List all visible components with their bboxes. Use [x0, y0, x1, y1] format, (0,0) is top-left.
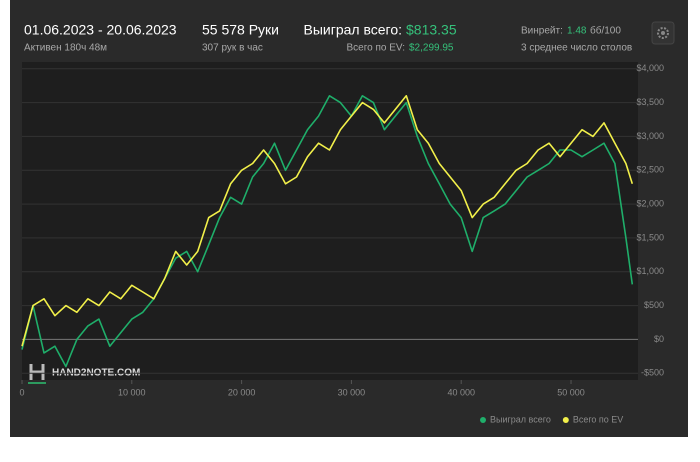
- legend-label: Всего по EV: [573, 414, 623, 424]
- active-time: Активен 180ч 48м: [24, 43, 107, 54]
- period: 01.06.2023 - 20.06.2023: [24, 22, 177, 38]
- watermark-logo: [28, 364, 46, 384]
- y-tick-label: $500: [644, 300, 664, 310]
- winrate-label: Винрейт:: [521, 26, 563, 37]
- hands: 55 578 Руки: [202, 22, 279, 38]
- won-value: $813.35: [406, 22, 457, 38]
- y-tick-label: $1,000: [636, 266, 664, 276]
- legend-marker: [562, 417, 569, 423]
- y-tick-label: $4,000: [636, 63, 664, 73]
- y-tick-label: $2,500: [636, 165, 664, 175]
- y-tick-label: $3,000: [636, 131, 664, 141]
- y-tick-label: $2,000: [636, 198, 664, 208]
- winrate-value: 1.48: [567, 26, 587, 37]
- y-tick-label: $0: [654, 334, 664, 344]
- ev-label: Всего по EV:: [346, 43, 405, 54]
- series-line: [21, 95, 634, 347]
- x-tick-label: 30 000: [338, 387, 366, 397]
- winrate-unit: бб/100: [590, 25, 621, 37]
- hands-rate: 307 рук в час: [202, 43, 263, 54]
- ev-value: $2,299.95: [409, 43, 454, 54]
- series-line: [21, 95, 634, 368]
- y-tick-label: -$500: [641, 368, 664, 378]
- plot-area: [22, 62, 638, 380]
- tables: 3 среднее число столов: [521, 43, 632, 54]
- settings-button[interactable]: [651, 21, 675, 45]
- x-tick-label: 40 000: [447, 387, 475, 397]
- x-tick-label: 50 000: [557, 387, 585, 397]
- x-tick-label: 10 000: [118, 387, 146, 397]
- x-tick-label: 20 000: [228, 387, 256, 397]
- y-tick-label: $3,500: [636, 97, 664, 107]
- y-tick-label: $1,500: [636, 232, 664, 242]
- x-tick-label: 0: [19, 387, 24, 397]
- won-label: Выиграл всего:: [304, 22, 403, 38]
- legend-label: Выиграл всего: [490, 414, 551, 424]
- legend-marker: [480, 417, 486, 423]
